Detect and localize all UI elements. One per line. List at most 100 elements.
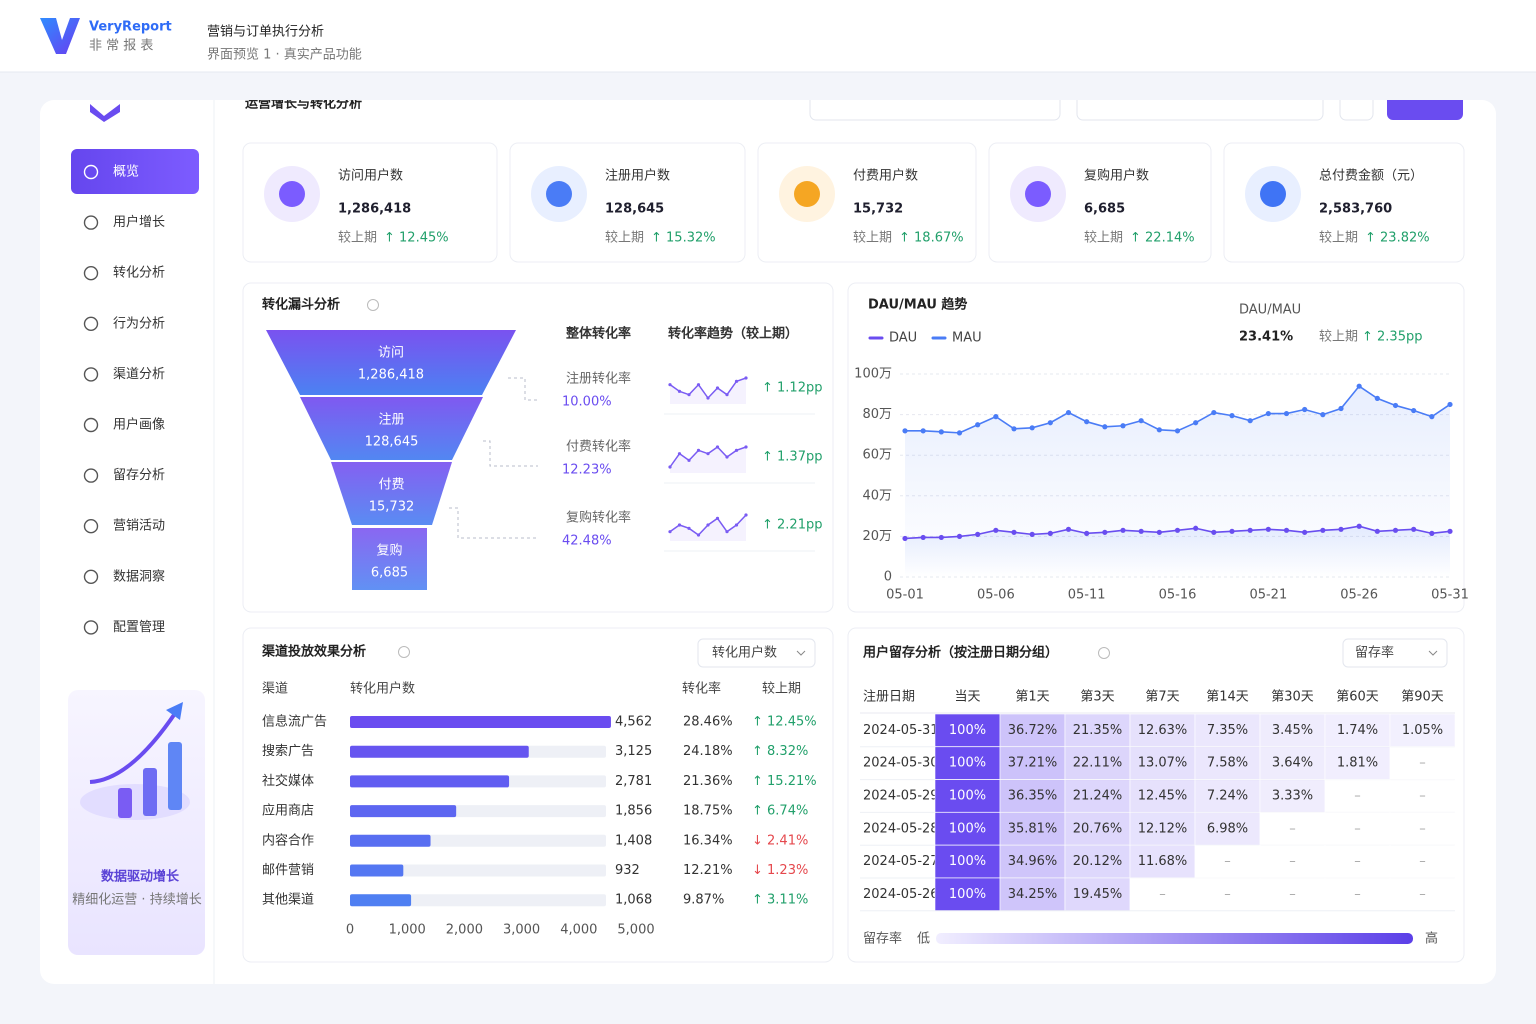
retention-value: – — [1419, 887, 1426, 902]
header-title: 营销与订单执行分析 — [207, 25, 324, 40]
retention-value: 13.07% — [1138, 756, 1188, 771]
retention-cell — [1325, 714, 1390, 747]
nav-item[interactable]: 用户增长 — [113, 214, 165, 230]
channel-select-text[interactable]: 转化用户数 — [712, 645, 777, 661]
retention-value: 7.35% — [1207, 723, 1248, 738]
funnel-title: 转化漏斗分析 — [262, 297, 340, 313]
kpi-icon — [1025, 181, 1051, 207]
channel-card — [242, 627, 834, 963]
line-point — [1283, 410, 1290, 417]
retention-value: 100% — [949, 887, 986, 902]
line-point — [1447, 401, 1453, 408]
retention-value: 12.63% — [1138, 723, 1188, 738]
icon-button[interactable] — [1339, 88, 1374, 121]
sparkline-point — [734, 523, 739, 527]
retention-cell — [1195, 812, 1260, 846]
retention-value: 7.24% — [1207, 789, 1248, 804]
line-point — [1084, 419, 1090, 425]
funnel-stage — [352, 528, 427, 590]
bar — [350, 894, 412, 907]
sparkline-point — [687, 526, 691, 530]
sparkline-point — [706, 396, 710, 400]
funnel-connectors — [449, 377, 538, 539]
funnel-stage-name: 访问 — [378, 346, 404, 361]
retention-value: – — [1289, 821, 1296, 836]
nav-item[interactable]: 营销活动 — [113, 519, 165, 534]
nav-item[interactable]: 概览 — [113, 164, 139, 180]
sparkline-point — [677, 452, 682, 456]
primary-button[interactable] — [1387, 88, 1463, 120]
line-point — [1138, 418, 1144, 424]
dau-kpi-change: ↑ 2.35pp — [1362, 330, 1422, 345]
retention-value: 100% — [949, 756, 986, 771]
retention-select-text[interactable]: 留存率 — [1355, 645, 1394, 661]
promo-bar — [143, 768, 157, 816]
sparkline-area — [670, 515, 746, 541]
funnel-col-trend: 转化率趋势（较上期） — [668, 326, 798, 342]
nav-active-bg[interactable] — [71, 149, 199, 194]
rate: 21.36% — [683, 774, 733, 789]
retention-select[interactable] — [1342, 638, 1448, 668]
nav-item[interactable]: 渠道分析 — [113, 367, 165, 382]
retention-value: 12.45% — [1138, 789, 1188, 804]
nav-item[interactable]: 转化分析 — [113, 266, 165, 281]
retention-value: 34.96% — [1008, 854, 1058, 869]
channel-name: 其他渠道 — [262, 893, 314, 908]
rate-value: 42.48% — [562, 534, 612, 549]
promo-title: 数据驱动增长 — [101, 869, 180, 885]
funnel-stage-value: 1,286,418 — [358, 368, 424, 383]
nav-item[interactable]: 数据洞察 — [113, 569, 165, 584]
retention-value: 22.11% — [1073, 756, 1123, 771]
date-filter[interactable] — [809, 88, 1061, 121]
line-point — [1047, 420, 1053, 426]
bar — [350, 864, 404, 877]
x-tick-label: 05-21 — [1249, 588, 1287, 603]
retention-value: 35.81% — [1008, 821, 1058, 836]
line-point — [975, 422, 981, 428]
funnel-stage-name: 付费 — [378, 478, 404, 493]
retention-cell — [1130, 812, 1195, 846]
kpi-compare: 较上期 — [853, 231, 892, 246]
promo-card — [68, 690, 205, 955]
sparkline-point — [725, 393, 729, 397]
kpi-value: 128,645 — [605, 202, 664, 217]
nav-item[interactable]: 配置管理 — [113, 620, 165, 635]
line-point — [1120, 423, 1126, 429]
sparkline-point — [706, 523, 710, 527]
channel-select[interactable] — [697, 638, 816, 668]
column-header: 第14天 — [1206, 690, 1249, 705]
retention-value: – — [1159, 887, 1166, 902]
kpi-value: 1,286,418 — [338, 202, 411, 217]
retention-cell — [1130, 714, 1195, 747]
rate: 16.34% — [683, 833, 733, 848]
line-point — [938, 429, 944, 435]
rate-label: 注册转化率 — [566, 371, 631, 387]
column-header: 转化率 — [682, 681, 721, 697]
nav-item[interactable]: 留存分析 — [113, 468, 165, 483]
nav-item[interactable]: 用户画像 — [113, 417, 165, 433]
retention-value: 21.24% — [1073, 789, 1123, 804]
legend-low: 低 — [917, 932, 930, 947]
promo-base — [80, 784, 190, 820]
retention-value: 7.58% — [1207, 756, 1248, 771]
nav-icon — [83, 569, 99, 584]
kpi-compare: 较上期 — [605, 231, 644, 246]
bar-track — [350, 894, 606, 907]
column-header: 当天 — [954, 690, 980, 705]
filter[interactable] — [1076, 88, 1324, 121]
line-point — [1102, 424, 1108, 430]
channel-name: 应用商店 — [262, 803, 314, 819]
row-date: 2024-05-28 — [863, 821, 939, 836]
kpi-icon — [546, 181, 572, 207]
retention-value: – — [1419, 789, 1426, 804]
retention-value: 21.35% — [1073, 723, 1123, 738]
retention-cell — [935, 779, 1000, 813]
retention-value: – — [1354, 854, 1361, 869]
nav-item[interactable]: 行为分析 — [113, 316, 165, 331]
dau-kpi-value: 23.41% — [1239, 330, 1293, 345]
retention-cell — [1130, 845, 1195, 878]
line-point — [1229, 413, 1235, 419]
y-tick-label: 0 — [884, 570, 892, 585]
sparkline-point — [668, 530, 672, 534]
nav-icon — [83, 316, 99, 331]
